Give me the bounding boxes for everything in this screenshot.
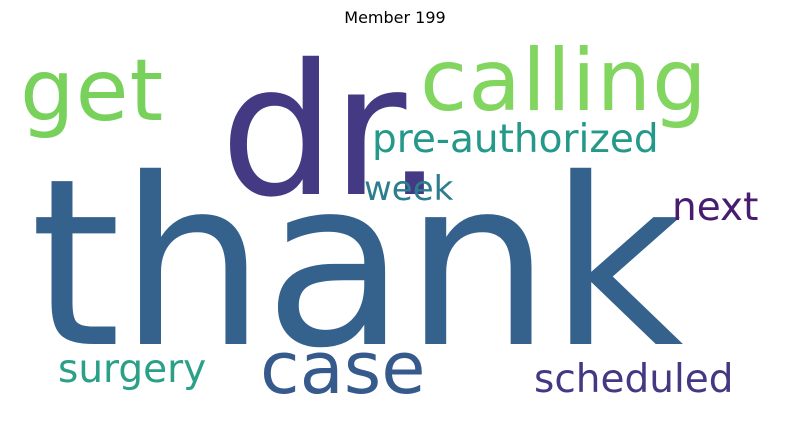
word-week: week <box>364 169 454 209</box>
word-case: case <box>260 326 426 410</box>
word-pre-authorized: pre-authorized <box>372 117 659 162</box>
word-scheduled: scheduled <box>534 357 734 402</box>
word-surgery: surgery <box>58 347 207 392</box>
word-next: next <box>672 185 759 230</box>
word-dr: dr. <box>220 38 443 237</box>
word-cloud: thank dr. calling get pre-authorized wee… <box>20 38 768 420</box>
figure-title: Member 199 <box>344 8 446 27</box>
word-thank: thank <box>30 129 684 399</box>
word-get: get <box>20 41 165 141</box>
word-calling: calling <box>420 38 708 131</box>
